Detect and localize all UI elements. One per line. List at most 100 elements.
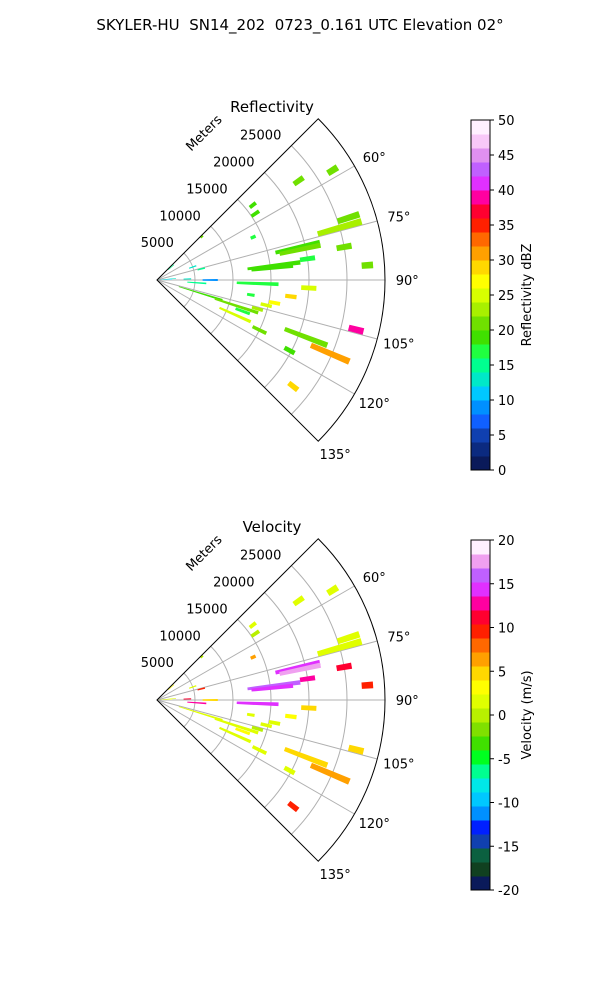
echo-gate <box>347 744 365 755</box>
echo-gate <box>251 325 268 336</box>
echo-gate <box>347 324 365 335</box>
echo-gate <box>187 281 207 285</box>
sector-outline <box>156 118 386 442</box>
echo-gate <box>183 278 192 280</box>
echo-gate <box>279 662 322 676</box>
echo-gate <box>283 327 329 349</box>
colorbar-segment <box>471 372 490 387</box>
echo-gate <box>251 725 264 733</box>
echo-gate <box>361 681 374 689</box>
echo-gate <box>260 722 273 729</box>
azimuth-gridline <box>156 585 355 701</box>
azimuth-gridline <box>156 279 355 395</box>
echo-gate <box>246 292 255 297</box>
azimuth-gridline <box>156 220 378 281</box>
echo-gate <box>299 255 316 263</box>
range-axis-label: Meters <box>183 112 225 154</box>
azimuth-tick-label: 90° <box>396 694 419 709</box>
azimuth-tick-label: 135° <box>319 868 350 883</box>
azimuth-gridline <box>156 699 378 760</box>
echo-gate <box>287 380 300 393</box>
range-tick-label: 15000 <box>186 182 227 197</box>
colorbar-tick-label: 50 <box>498 114 515 129</box>
range-tick-label: 20000 <box>213 156 254 171</box>
echo-gate <box>197 687 206 691</box>
colorbar-tick-label: 15 <box>498 359 515 374</box>
colorbar-segment <box>471 316 490 331</box>
figure-title: SKYLER-HU SN14_202 0723_0.161 UTC Elevat… <box>96 16 504 34</box>
echo-gate <box>248 621 258 629</box>
azimuth-tick-label: 105° <box>383 758 414 773</box>
echo-gate <box>235 727 251 736</box>
echo-gate <box>260 302 273 309</box>
azimuth-tick-label: 60° <box>363 151 386 166</box>
colorbar-segment <box>471 428 490 443</box>
echo-gate <box>235 307 251 316</box>
colorbar-segment <box>471 806 490 821</box>
echo-gate <box>251 745 268 756</box>
echo-gate <box>188 265 197 269</box>
echo-gate <box>301 705 317 711</box>
echo-gate <box>301 285 317 291</box>
colorbar-segment <box>471 358 490 373</box>
echo-gate <box>187 701 207 705</box>
range-tick-label: 5000 <box>141 656 174 671</box>
echo-gate <box>250 654 257 660</box>
azimuth-gridline <box>156 699 355 815</box>
panel-title: Reflectivity <box>230 98 314 116</box>
colorbar-segment <box>471 442 490 457</box>
colorbar-label: Velocity (m/s) <box>520 670 535 759</box>
colorbar-segment <box>471 246 490 261</box>
echo-gate <box>299 675 316 683</box>
colorbar-segment <box>471 610 490 625</box>
colorbar-tick-label: 40 <box>498 184 515 199</box>
colorbar-tick-label: 35 <box>498 219 515 234</box>
colorbar-segment <box>471 834 490 849</box>
azimuth-tick-label: 75° <box>387 630 410 645</box>
range-axis-label: Meters <box>183 532 225 574</box>
echo-gate <box>336 662 353 672</box>
echo-gate <box>197 267 206 271</box>
echo-gate <box>188 685 197 689</box>
colorbar-segment <box>471 260 490 275</box>
echo-gate <box>250 209 261 218</box>
range-tick-label: 20000 <box>213 576 254 591</box>
range-tick-label: 25000 <box>240 549 281 564</box>
echo-gate <box>202 279 218 281</box>
colorbar-tick-label: 0 <box>498 709 506 724</box>
echo-gate <box>292 595 305 607</box>
colorbar-tick-label: -5 <box>498 753 511 768</box>
colorbar-segment <box>471 876 490 891</box>
echo-gate <box>284 293 297 300</box>
echo-gate <box>250 234 257 240</box>
echo-gate <box>214 297 259 315</box>
colorbar-segment <box>471 330 490 345</box>
colorbar-segment <box>471 792 490 807</box>
colorbar-segment <box>471 848 490 863</box>
colorbar-tick-label: 5 <box>498 429 506 444</box>
echo-gate <box>287 800 300 813</box>
colorbar-segment <box>471 554 490 569</box>
colorbar-tick-label: 10 <box>498 622 515 637</box>
colorbar-segment <box>471 190 490 205</box>
colorbar-segment <box>471 624 490 639</box>
echo-gate <box>309 762 351 785</box>
colorbar-segment <box>471 568 490 583</box>
range-tick-label: 5000 <box>141 236 174 251</box>
echo-gate <box>248 201 258 209</box>
echo-gate <box>316 638 363 657</box>
colorbar-segment <box>471 414 490 429</box>
azimuth-tick-label: 120° <box>359 397 390 412</box>
echo-gate <box>178 706 223 722</box>
azimuth-tick-label: 60° <box>363 571 386 586</box>
colorbar-segment <box>471 204 490 219</box>
colorbar-segment <box>471 540 490 555</box>
colorbar-tick-label: 45 <box>498 149 515 164</box>
azimuth-tick-label: 90° <box>396 274 419 289</box>
echo-gate <box>200 234 204 239</box>
colorbar-segment <box>471 344 490 359</box>
echo-gate <box>219 726 252 744</box>
echo-gate <box>251 683 294 692</box>
colorbar-segment <box>471 862 490 877</box>
sector-outline <box>156 538 386 862</box>
